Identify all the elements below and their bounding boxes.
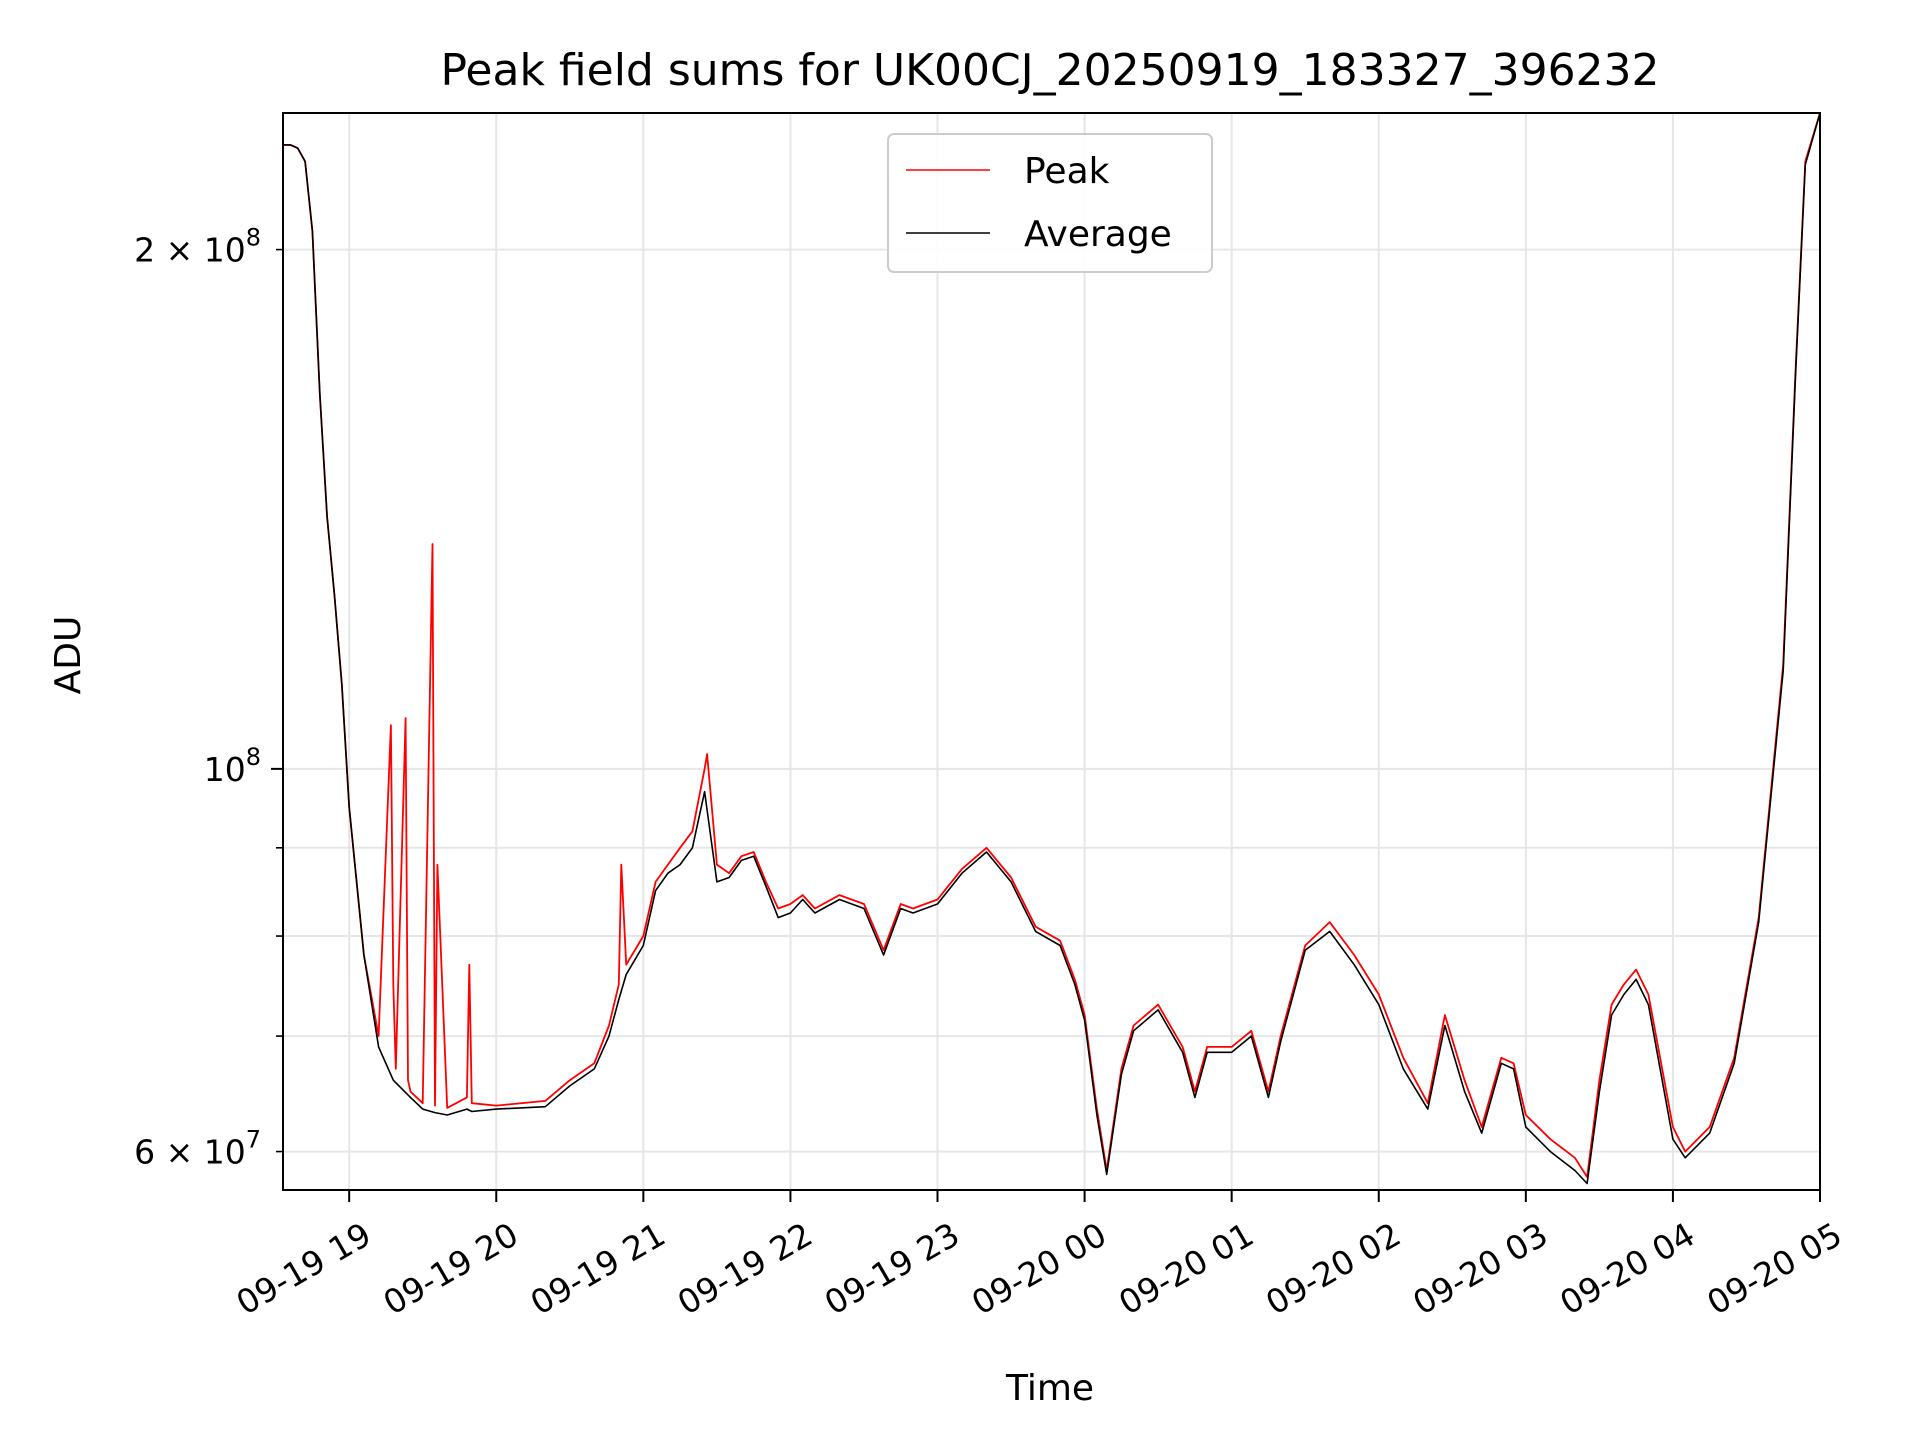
x-tick-label: 09-19 21 xyxy=(524,1215,672,1323)
legend-label-average: Average xyxy=(1024,214,1172,255)
grid-lines xyxy=(283,113,1821,1190)
plot-frame xyxy=(282,112,1821,1191)
x-axis-ticks: 09-19 19 09-19 20 09-19 21 09-19 22 09-19 23… xyxy=(230,1190,1848,1323)
x-tick-label: 09-20 05 xyxy=(1700,1215,1848,1323)
series-line-peak xyxy=(283,112,1821,1178)
legend: Peak Average xyxy=(887,133,1213,273)
series-line-average xyxy=(283,112,1821,1185)
x-tick-label: 09-19 23 xyxy=(818,1215,966,1323)
y-axis-ticks: 108 2 × 108 6 × 107 xyxy=(134,224,283,1172)
y-tick-label: 108 xyxy=(204,743,261,789)
series-layer xyxy=(283,112,1821,1185)
x-tick-label: 09-20 00 xyxy=(965,1215,1113,1323)
x-axis-label: Time xyxy=(1005,1368,1094,1409)
x-tick-label: 09-19 19 xyxy=(230,1215,378,1323)
x-tick-label: 09-19 20 xyxy=(377,1215,525,1323)
x-tick-label: 09-20 02 xyxy=(1259,1215,1407,1323)
chart-title: Peak field sums for UK00CJ_20250919_1833… xyxy=(440,45,1659,96)
legend-label-peak: Peak xyxy=(1024,151,1110,192)
x-tick-label: 09-20 03 xyxy=(1406,1215,1554,1323)
y-tick-label: 2 × 108 xyxy=(134,224,261,270)
y-axis-label: ADU xyxy=(48,616,89,695)
y-tick-label: 6 × 107 xyxy=(134,1126,261,1172)
x-tick-label: 09-20 04 xyxy=(1553,1215,1701,1323)
x-tick-label: 09-20 01 xyxy=(1112,1215,1260,1323)
legend-box xyxy=(887,133,1213,273)
x-tick-label: 09-19 22 xyxy=(671,1215,819,1323)
